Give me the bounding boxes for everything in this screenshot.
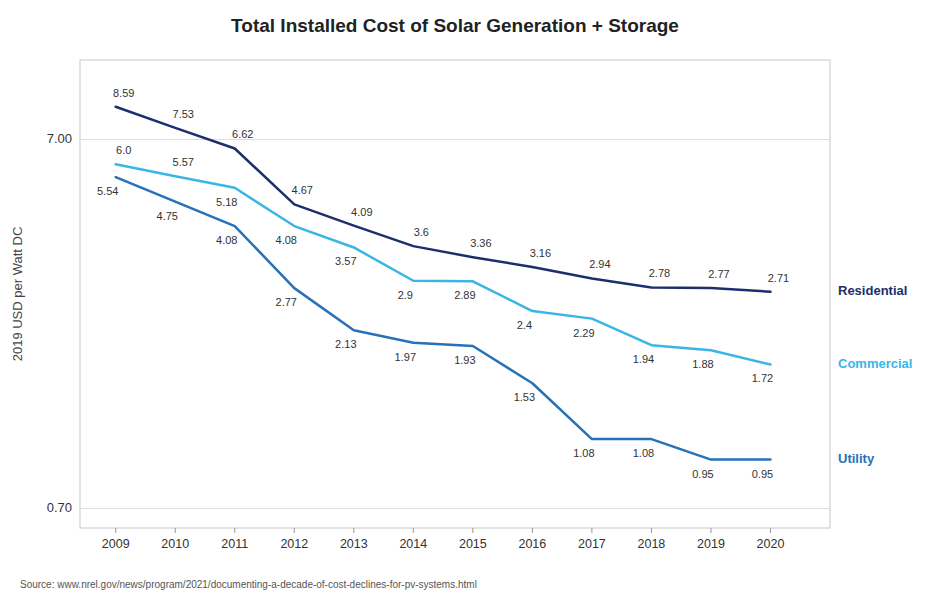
data-label: 4.75 [157, 210, 178, 222]
data-labels: 8.59 6.0 5.54 7.53 5.57 4.75 6.62 5.18 4.08 4.67 4… [97, 87, 789, 480]
x-tick-label: 2020 [757, 537, 785, 551]
data-label: 4.09 [351, 206, 372, 218]
x-tick-label: 2012 [280, 537, 308, 551]
data-label: 1.97 [395, 351, 416, 363]
data-label: 2.77 [708, 268, 729, 280]
data-label: 2.29 [573, 327, 594, 339]
x-tick [770, 528, 771, 533]
data-label: 0.95 [752, 468, 773, 480]
series-label: Residential [838, 283, 907, 298]
x-tick [472, 528, 473, 533]
series-line [116, 164, 771, 364]
x-tick-label: 2017 [578, 537, 606, 551]
source-note: Source: www.nrel.gov/news/program/2021/d… [20, 579, 477, 590]
y-tick-label: 7.00 [47, 131, 72, 146]
x-tick-label: 2010 [161, 537, 189, 551]
series-label: Utility [838, 451, 875, 466]
x-tick-label: 2015 [459, 537, 487, 551]
plot-frame [80, 60, 830, 528]
data-label: 1.53 [514, 391, 535, 403]
data-label: 5.57 [173, 156, 194, 168]
plot-area [116, 107, 771, 460]
data-label: 3.6 [414, 226, 429, 238]
x-tick [294, 528, 295, 533]
data-label: 2.78 [649, 267, 670, 279]
data-label: 6.62 [232, 128, 253, 140]
data-label: 5.18 [216, 196, 237, 208]
data-label: 2.94 [589, 258, 610, 270]
data-label: 2.9 [398, 289, 413, 301]
x-tick-label: 2009 [102, 537, 130, 551]
x-tick [413, 528, 414, 533]
data-label: 2.77 [276, 296, 297, 308]
x-tick-label: 2019 [697, 537, 725, 551]
data-label: 7.53 [173, 108, 194, 120]
data-label: 1.08 [633, 447, 654, 459]
series-label: Commercial [838, 356, 912, 371]
x-tick-label: 2011 [221, 537, 248, 551]
data-label: 4.08 [216, 234, 237, 246]
series-line [116, 177, 771, 460]
data-label: 1.08 [573, 447, 594, 459]
x-tick [353, 528, 354, 533]
grid-line [80, 139, 830, 140]
data-label: 8.59 [113, 87, 134, 99]
data-label: 1.72 [752, 372, 773, 384]
data-label: 4.67 [292, 184, 313, 196]
x-tick [532, 528, 533, 533]
data-label: 4.08 [276, 234, 297, 246]
y-tick-label: 0.70 [47, 500, 72, 515]
data-label: 1.94 [633, 353, 654, 365]
data-label: 6.0 [116, 144, 131, 156]
data-label: 3.36 [470, 237, 491, 249]
x-tick [651, 528, 652, 533]
x-tick [710, 528, 711, 533]
grid-line [80, 508, 830, 509]
x-tick [175, 528, 176, 533]
data-label: 0.95 [692, 468, 713, 480]
chart: Total Installed Cost of Solar Generation… [0, 0, 940, 600]
data-label: 2.89 [454, 289, 475, 301]
data-label: 2.13 [335, 338, 356, 350]
data-label: 2.71 [768, 272, 789, 284]
data-label: 1.93 [454, 354, 475, 366]
x-tick [115, 528, 116, 533]
x-tick-label: 2018 [638, 537, 666, 551]
data-label: 5.54 [97, 185, 118, 197]
x-tick-label: 2016 [518, 537, 546, 551]
series-line [116, 107, 771, 292]
data-label: 2.4 [517, 319, 532, 331]
title: Total Installed Cost of Solar Generation… [231, 15, 679, 36]
data-label: 1.88 [692, 358, 713, 370]
y-axis-label: 2019 USD per Watt DC [10, 227, 25, 362]
data-label: 3.16 [530, 247, 551, 259]
data-label: 3.57 [335, 255, 356, 267]
x-tick [234, 528, 235, 533]
x-tick-label: 2013 [340, 537, 368, 551]
x-tick [591, 528, 592, 533]
x-tick-label: 2014 [399, 537, 427, 551]
